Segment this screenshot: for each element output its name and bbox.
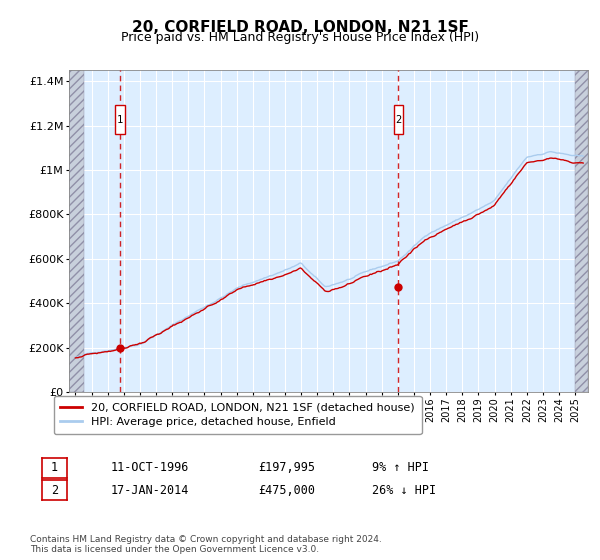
Text: 1: 1 [51,461,58,474]
Text: Price paid vs. HM Land Registry's House Price Index (HPI): Price paid vs. HM Land Registry's House … [121,31,479,44]
Text: Contains HM Land Registry data © Crown copyright and database right 2024.
This d: Contains HM Land Registry data © Crown c… [30,535,382,554]
Text: 20, CORFIELD ROAD, LONDON, N21 1SF: 20, CORFIELD ROAD, LONDON, N21 1SF [131,20,469,35]
Legend: 20, CORFIELD ROAD, LONDON, N21 1SF (detached house), HPI: Average price, detache: 20, CORFIELD ROAD, LONDON, N21 1SF (deta… [53,396,422,434]
Text: 26% ↓ HPI: 26% ↓ HPI [372,483,436,497]
Text: £197,995: £197,995 [258,461,315,474]
Text: 9% ↑ HPI: 9% ↑ HPI [372,461,429,474]
Bar [575,70,588,392]
Bar [69,70,83,392]
FancyBboxPatch shape [115,105,125,134]
Bar [575,70,588,392]
Text: 1: 1 [117,115,124,125]
Text: 2: 2 [395,115,401,125]
Text: 11-OCT-1996: 11-OCT-1996 [111,461,190,474]
Text: 2: 2 [51,483,58,497]
FancyBboxPatch shape [394,105,403,134]
Text: 17-JAN-2014: 17-JAN-2014 [111,483,190,497]
Text: £475,000: £475,000 [258,483,315,497]
Bar [69,70,83,392]
